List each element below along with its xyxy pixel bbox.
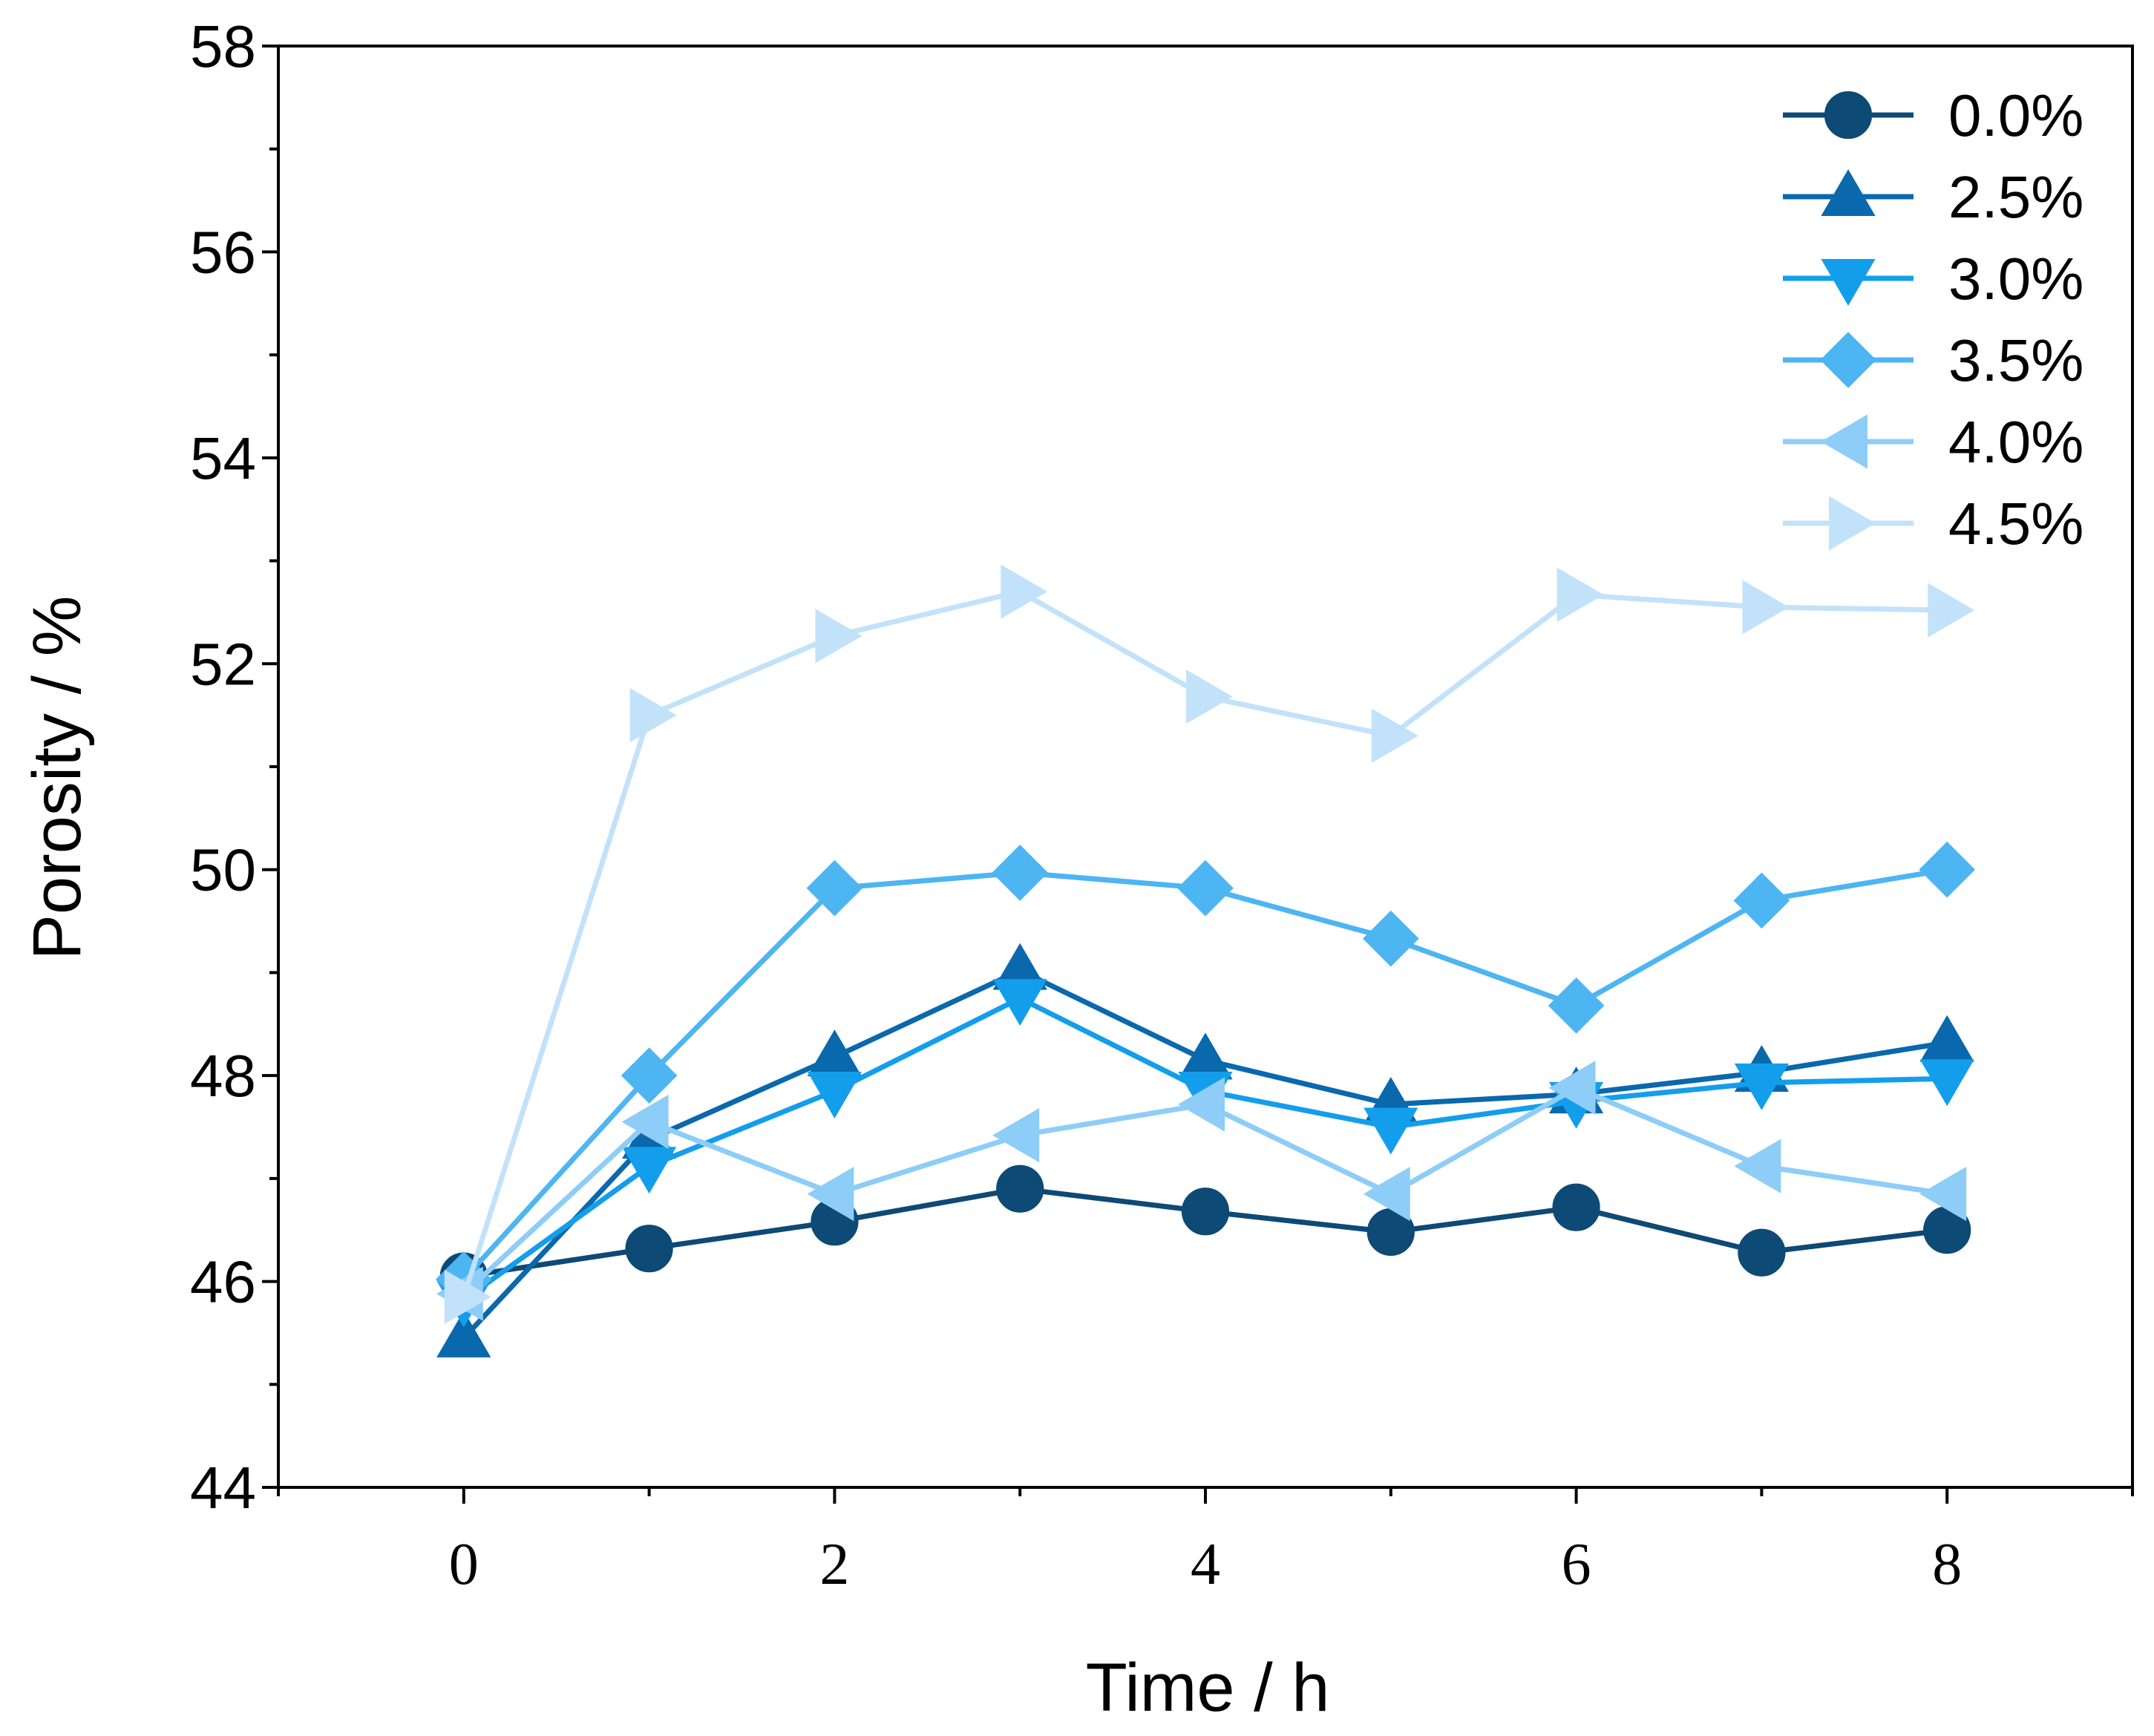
data-point-4-5pct	[1556, 567, 1604, 622]
x-tick-label: 2	[819, 1532, 849, 1597]
legend-entry-0-0pct: 0.0%	[1783, 82, 2083, 148]
data-point-3-0pct	[1364, 1107, 1418, 1155]
data-point-3-0pct	[807, 1071, 862, 1118]
y-tick-label: 52	[190, 631, 256, 697]
data-point-0-0pct	[1738, 1228, 1786, 1277]
data-point-3-5pct	[1177, 859, 1234, 917]
legend-label: 4.0%	[1948, 409, 2083, 475]
legend-marker	[1829, 496, 1876, 551]
data-point-4-0pct	[621, 1094, 669, 1150]
x-tick-label: 0	[449, 1532, 479, 1597]
legend-label: 2.5%	[1948, 164, 2083, 230]
data-point-3-0pct	[621, 1147, 677, 1194]
data-point-4-0pct	[807, 1167, 854, 1222]
data-point-2-5pct	[1919, 1015, 1974, 1062]
data-point-4-5pct	[1186, 669, 1233, 724]
data-point-3-5pct	[992, 845, 1049, 901]
data-point-4-5pct	[815, 609, 862, 664]
data-point-3-0pct	[992, 979, 1047, 1026]
data-point-4-5pct	[1742, 580, 1790, 635]
x-tick-label: 4	[1191, 1532, 1220, 1597]
legend-marker	[1821, 414, 1867, 469]
data-point-3-5pct	[1362, 910, 1419, 967]
data-point-0-0pct	[1552, 1183, 1600, 1231]
series-4-0pct	[436, 1061, 1967, 1321]
data-point-2-5pct	[436, 1310, 491, 1357]
data-point-3-5pct	[806, 859, 863, 917]
y-tick-label: 58	[190, 13, 256, 79]
series-3-0pct	[436, 979, 1974, 1328]
data-point-0-0pct	[1181, 1188, 1230, 1236]
y-tick-label: 54	[190, 425, 256, 491]
legend-marker	[1821, 259, 1876, 306]
data-point-4-5pct	[1928, 583, 1975, 638]
legend-marker	[1824, 91, 1873, 140]
y-tick-label: 48	[190, 1043, 256, 1109]
legend-entry-4-0pct: 4.0%	[1783, 409, 2083, 475]
data-point-0-0pct	[625, 1225, 673, 1273]
legend-marker	[1820, 332, 1876, 388]
data-point-3-5pct	[1919, 841, 1976, 898]
data-point-4-0pct	[1548, 1061, 1596, 1116]
data-point-4-5pct	[1371, 708, 1418, 763]
data-point-3-5pct	[1733, 872, 1790, 929]
data-point-3-0pct	[1919, 1059, 1974, 1107]
data-point-4-0pct	[1363, 1167, 1410, 1222]
legend-label: 3.5%	[1948, 327, 2083, 393]
data-point-4-0pct	[992, 1107, 1040, 1163]
data-point-4-0pct	[1919, 1167, 1967, 1222]
x-tick-label: 6	[1562, 1532, 1591, 1597]
data-point-3-5pct	[1548, 977, 1605, 1034]
legend-label: 4.5%	[1948, 491, 2083, 557]
legend-label: 0.0%	[1948, 82, 2083, 148]
y-tick-label: 56	[190, 219, 256, 285]
legend-entry-2-5pct: 2.5%	[1783, 164, 2083, 230]
y-tick-label: 44	[190, 1455, 256, 1521]
legend-entry-3-0pct: 3.0%	[1783, 246, 2083, 312]
data-point-2-5pct	[807, 1029, 862, 1077]
data-point-3-0pct	[1734, 1063, 1790, 1110]
x-axis-title: Time / h	[1086, 1650, 1330, 1726]
y-tick-label: 50	[190, 837, 256, 903]
series-4-5pct	[444, 564, 1975, 1324]
data-point-4-0pct	[1178, 1077, 1225, 1132]
series-3-5pct	[435, 841, 1976, 1308]
legend-marker	[1821, 169, 1876, 216]
y-tick-label: 46	[190, 1249, 256, 1315]
data-point-4-5pct	[629, 688, 677, 743]
data-point-3-5pct	[621, 1047, 678, 1104]
legend-label: 3.0%	[1948, 246, 2083, 312]
y-axis-title: Porosity / %	[19, 596, 95, 960]
series-0-0pct	[439, 1165, 1971, 1300]
legend-entry-4-5pct: 4.5%	[1783, 491, 2083, 557]
data-point-4-0pct	[1734, 1139, 1781, 1193]
series-line-2-5pct	[462, 968, 1948, 1340]
x-tick-label: 8	[1932, 1532, 1962, 1597]
legend-entry-3-5pct: 3.5%	[1783, 327, 2083, 393]
data-point-4-5pct	[444, 1269, 491, 1324]
data-point-0-0pct	[996, 1165, 1044, 1213]
data-point-4-5pct	[1001, 564, 1048, 619]
